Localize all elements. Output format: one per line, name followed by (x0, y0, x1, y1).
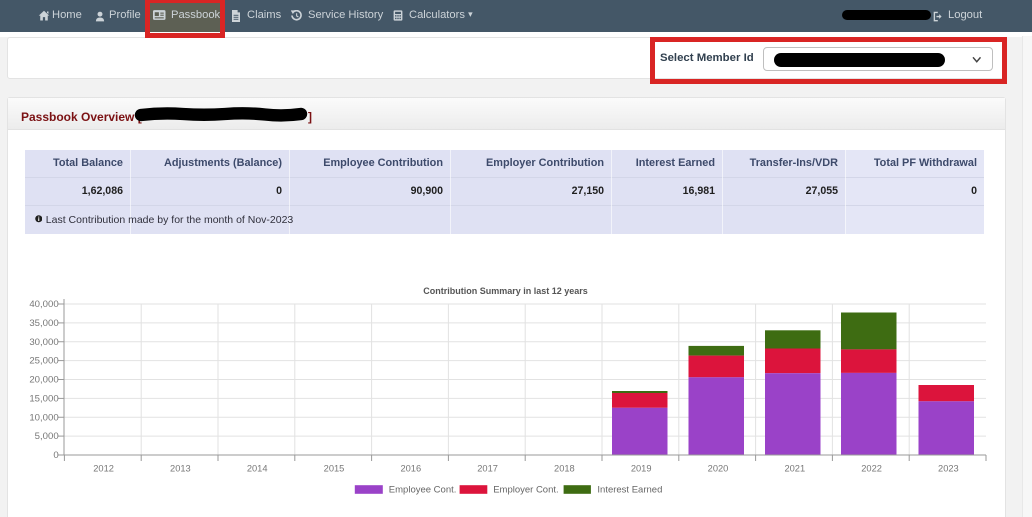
svg-text:2014: 2014 (247, 464, 268, 474)
svg-text:2017: 2017 (477, 464, 498, 474)
svg-text:15,000: 15,000 (29, 393, 58, 404)
svg-text:20,000: 20,000 (29, 375, 58, 386)
svg-text:5,000: 5,000 (35, 431, 59, 442)
svg-text:2018: 2018 (554, 464, 575, 474)
svg-text:2013: 2013 (170, 464, 191, 474)
svg-text:0: 0 (53, 450, 58, 461)
svg-text:2020: 2020 (708, 464, 729, 474)
svg-text:2023: 2023 (938, 464, 959, 474)
svg-text:25,000: 25,000 (29, 356, 58, 367)
svg-text:30,000: 30,000 (29, 337, 58, 348)
svg-text:Contribution Summary in last 1: Contribution Summary in last 12 years (423, 286, 588, 296)
svg-text:2012: 2012 (93, 464, 114, 474)
svg-text:2016: 2016 (400, 464, 421, 474)
svg-text:Employer Cont.: Employer Cont. (493, 485, 558, 496)
svg-text:2022: 2022 (861, 464, 882, 474)
svg-text:2015: 2015 (324, 464, 345, 474)
svg-text:2021: 2021 (784, 464, 805, 474)
svg-text:2019: 2019 (631, 464, 652, 474)
svg-text:Employee Cont.: Employee Cont. (389, 485, 457, 496)
svg-text:10,000: 10,000 (29, 412, 58, 423)
svg-text:Interest Earned: Interest Earned (597, 485, 662, 496)
svg-text:35,000: 35,000 (29, 318, 58, 329)
svg-text:40,000: 40,000 (29, 299, 58, 310)
